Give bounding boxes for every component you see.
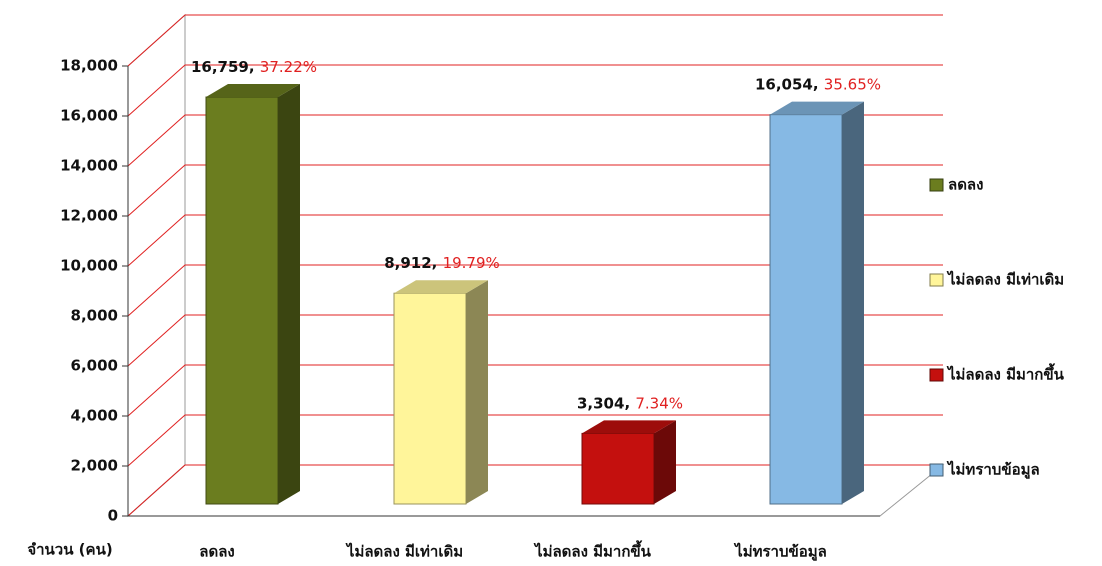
value-number: 16,054 (755, 75, 813, 93)
value-label: 3,304, 7.34% (577, 394, 683, 412)
x-tick-label: ไม่ลดลง มีเท่าเดิม (345, 542, 463, 561)
value-percent: 19.79% (443, 254, 500, 272)
legend-label: ไม่ทราบข้อมูล (946, 460, 1040, 480)
grid-line (127, 64, 943, 117)
bar (205, 84, 300, 505)
bar-side (842, 101, 864, 505)
value-number: 3,304 (577, 394, 624, 412)
y-tick-label: 16,000 (60, 107, 118, 125)
x-tick-label: ลดลง (199, 543, 234, 561)
value-percent: 7.34% (635, 394, 683, 412)
y-tick-label: 2,000 (71, 457, 118, 475)
bar-side (278, 84, 300, 505)
value-number: 16,759 (191, 58, 249, 76)
bar-top (770, 101, 864, 115)
grid-line (127, 264, 943, 317)
bar-front (581, 432, 655, 505)
y-tick-label: 12,000 (60, 207, 118, 225)
value-label: 16,759, 37.22% (191, 58, 317, 76)
bar-top (582, 420, 676, 434)
grid-line (127, 214, 943, 267)
bar-side (654, 420, 676, 504)
grid-line (127, 364, 943, 417)
y-tick-label: 8,000 (71, 307, 118, 325)
grid-line (127, 414, 943, 467)
value-percent: 35.65% (824, 75, 881, 93)
y-tick-label: 6,000 (71, 357, 118, 375)
y-tick-label: 14,000 (60, 157, 118, 175)
bar-top (394, 280, 488, 294)
value-percent: 37.22% (260, 58, 317, 76)
legend-swatch (929, 273, 944, 287)
y-tick-label: 4,000 (71, 407, 118, 425)
y-tick-label: 0 (108, 507, 118, 525)
legend-label: ไม่ลดลง มีมากขึ้น (946, 363, 1065, 384)
x-tick-label: ไม่ทราบข้อมูล (733, 542, 827, 562)
bar-front (205, 96, 279, 505)
legend-swatch (929, 463, 944, 477)
legend-swatch (929, 178, 944, 192)
grid-line (127, 14, 943, 67)
grid-line (127, 114, 943, 167)
grid-line (127, 464, 943, 517)
legend-label: ลดลง (948, 176, 983, 194)
legend-swatch (929, 368, 944, 382)
value-label: 8,912, 19.79% (384, 254, 500, 272)
y-tick-label: 10,000 (60, 257, 118, 275)
bar-front (393, 292, 467, 505)
bar-side (466, 280, 488, 504)
value-number: 8,912 (384, 254, 431, 272)
legend-label: ไม่ลดลง มีเท่าเดิม (946, 270, 1064, 289)
value-label: 16,054, 35.65% (755, 75, 881, 93)
bar (581, 420, 676, 505)
bar-top (206, 84, 300, 98)
grid-line (127, 314, 943, 367)
y-axis-title: จำนวน (คน) (27, 541, 112, 559)
grid-line (127, 164, 943, 217)
y-tick-label: 18,000 (60, 57, 118, 75)
bar (393, 280, 488, 505)
bar (769, 101, 864, 505)
x-tick-label: ไม่ลดลง มีมากขึ้น (533, 540, 652, 561)
bar-front (769, 114, 843, 505)
